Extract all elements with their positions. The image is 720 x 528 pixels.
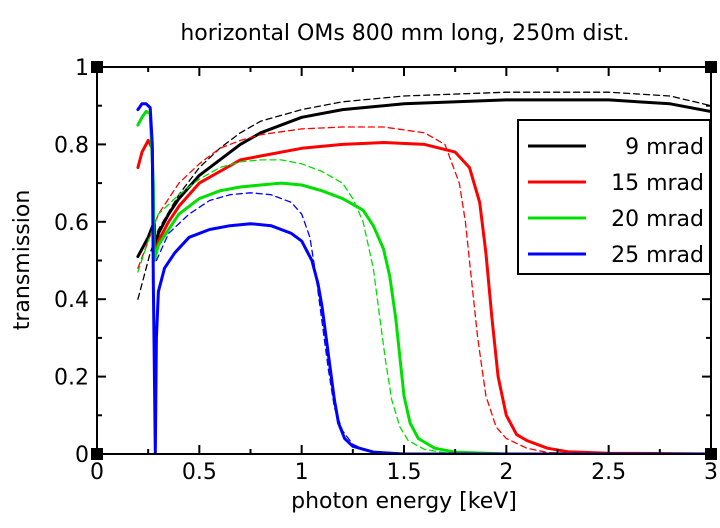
x-tick-label: 0.5 <box>182 460 217 485</box>
series-line-6 <box>136 102 711 454</box>
x-tick-label: 0 <box>90 460 104 485</box>
x-tick-label: 3 <box>704 460 718 485</box>
plot-area: 0 0.5 1 1.5 2 2.5 3 0 0.2 0.4 0.6 0.8 1 <box>54 56 718 485</box>
y-tick-label: 0.4 <box>54 288 89 313</box>
corner-marker <box>705 448 717 460</box>
x-tick-label: 2.5 <box>591 460 626 485</box>
x-tick-label: 2 <box>499 460 513 485</box>
legend-entry: 25 mrad <box>611 243 704 268</box>
tick-layer: 0 0.5 1 1.5 2 2.5 3 0 0.2 0.4 0.6 0.8 1 <box>54 56 718 485</box>
y-tick-label: 0.8 <box>54 133 89 158</box>
y-tick-label: 0.2 <box>54 366 89 391</box>
legend-entry: 20 mrad <box>611 207 704 232</box>
legend: 9 mrad 15 mrad 20 mrad 25 mrad <box>517 119 711 275</box>
y-tick-label: 0.6 <box>54 211 89 236</box>
chart-title: horizontal OMs 800 mm long, 250m dist. <box>180 21 629 46</box>
series-layer <box>136 91 711 454</box>
corner-marker <box>705 61 717 73</box>
series-line-7 <box>155 192 711 454</box>
legend-entry: 15 mrad <box>611 171 704 196</box>
x-axis-label: photon energy [keV] <box>291 489 517 514</box>
x-tick-label: 1 <box>295 460 309 485</box>
x-tick-label: 1.5 <box>387 460 422 485</box>
corner-marker <box>91 448 103 460</box>
y-tick-label: 0 <box>75 443 89 468</box>
legend-entry: 9 mrad <box>625 135 704 160</box>
y-axis-label: transmission <box>10 190 35 331</box>
corner-markers <box>91 61 717 460</box>
y-tick-label: 1 <box>75 56 89 81</box>
corner-marker <box>91 61 103 73</box>
series-line-5 <box>137 159 711 454</box>
